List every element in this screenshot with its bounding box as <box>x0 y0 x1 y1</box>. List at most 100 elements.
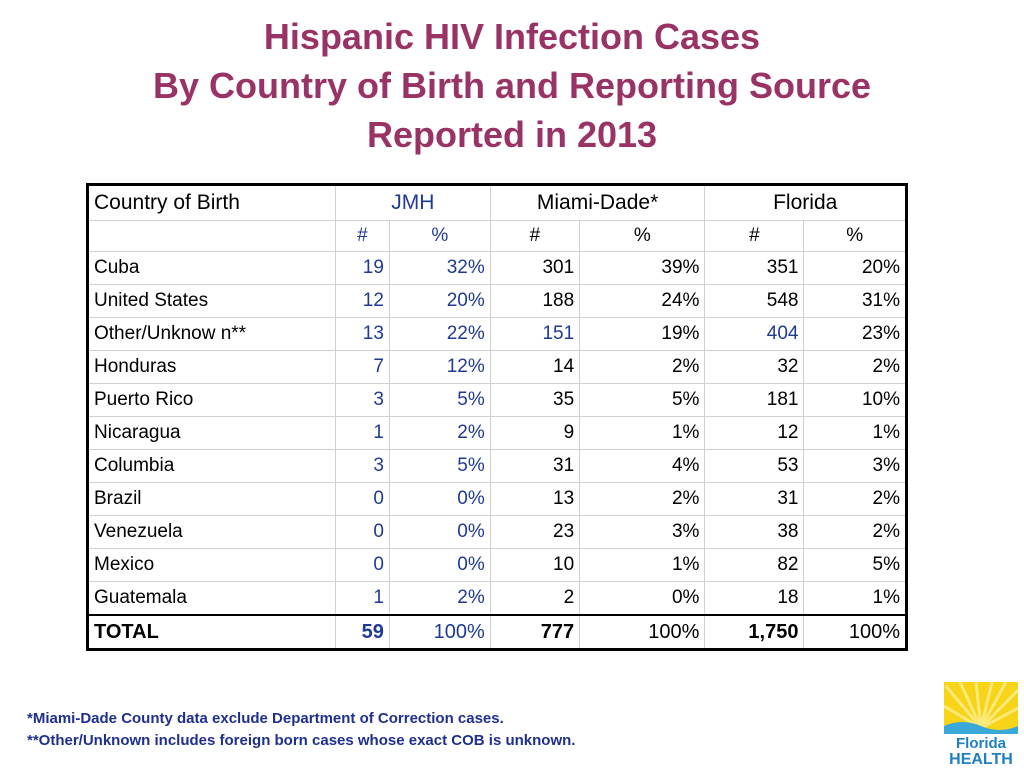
florida-count-cell: 181 <box>704 383 805 417</box>
footnotes: *Miami-Dade County data exclude Departme… <box>27 708 575 752</box>
miami-dade-percent-cell: 1% <box>579 416 706 450</box>
subheader-blank <box>87 220 336 252</box>
header-miami-dade: Miami-Dade* <box>489 184 706 221</box>
florida-percent-cell: 31% <box>803 284 907 318</box>
title-line-2: By Country of Birth and Reporting Source <box>152 65 871 106</box>
jmh-count-cell: 3 <box>335 449 390 483</box>
total-florida-count: 1,750 <box>704 614 805 650</box>
table-row: Guatemala 1 2% 2 0% 18 1% <box>87 581 907 616</box>
header-florida: Florida <box>704 184 907 221</box>
jmh-count-cell: 0 <box>335 482 390 516</box>
jmh-percent-cell: 5% <box>388 449 491 483</box>
florida-health-logo: Florida HEALTH <box>943 681 1020 768</box>
miami-dade-count-cell: 188 <box>489 284 581 318</box>
florida-percent-cell: 2% <box>803 350 907 384</box>
florida-count-cell: 351 <box>704 251 805 285</box>
subheader-jmh-count: # <box>335 220 390 252</box>
jmh-percent-cell: 12% <box>388 350 491 384</box>
total-jmh-percent: 100% <box>388 614 491 650</box>
florida-percent-cell: 2% <box>803 482 907 516</box>
jmh-count-cell: 3 <box>335 383 390 417</box>
miami-dade-percent-cell: 4% <box>579 449 706 483</box>
footnote-1: *Miami-Dade County data exclude Departme… <box>27 710 504 727</box>
miami-dade-percent-cell: 39% <box>579 251 706 285</box>
slide-title: Hispanic HIV Infection Cases By Country … <box>0 12 1024 159</box>
miami-dade-count-cell: 35 <box>489 383 581 417</box>
jmh-count-cell: 0 <box>335 515 390 549</box>
country-cell: Venezuela <box>87 515 336 549</box>
total-label: TOTAL <box>87 614 336 650</box>
table-row: Puerto Rico 3 5% 35 5% 181 10% <box>87 383 907 417</box>
country-cell: Other/Unknow n** <box>87 317 336 351</box>
miami-dade-percent-cell: 3% <box>579 515 706 549</box>
jmh-count-cell: 0 <box>335 548 390 582</box>
header-country: Country of Birth <box>87 184 336 221</box>
florida-count-cell: 548 <box>704 284 805 318</box>
florida-percent-cell: 23% <box>803 317 907 351</box>
miami-dade-percent-cell: 19% <box>579 317 706 351</box>
miami-dade-count-cell: 9 <box>489 416 581 450</box>
table-row: Nicaragua 1 2% 9 1% 12 1% <box>87 416 907 450</box>
title-line-3: Reported in 2013 <box>366 114 658 155</box>
table-row: Other/Unknow n** 13 22% 151 19% 404 23% <box>87 317 907 351</box>
table-row: Cuba 19 32% 301 39% 351 20% <box>87 251 907 285</box>
total-jmh-count: 59 <box>335 614 390 650</box>
florida-percent-cell: 20% <box>803 251 907 285</box>
miami-dade-count-cell: 2 <box>489 581 581 616</box>
miami-dade-percent-cell: 2% <box>579 482 706 516</box>
table-subheader-row: # % # % # % <box>87 220 907 252</box>
country-cell: Brazil <box>87 482 336 516</box>
country-cell: United States <box>87 284 336 318</box>
table-row: Venezuela 0 0% 23 3% 38 2% <box>87 515 907 549</box>
country-cell: Columbia <box>87 449 336 483</box>
miami-dade-percent-cell: 24% <box>579 284 706 318</box>
jmh-percent-cell: 0% <box>388 482 491 516</box>
florida-count-cell: 18 <box>704 581 805 616</box>
total-miami-dade-percent: 100% <box>579 614 706 650</box>
table-row: Honduras 7 12% 14 2% 32 2% <box>87 350 907 384</box>
miami-dade-count-cell: 10 <box>489 548 581 582</box>
miami-dade-percent-cell: 1% <box>579 548 706 582</box>
table-header-row: Country of Birth JMH Miami-Dade* Florida <box>87 184 907 221</box>
jmh-percent-cell: 0% <box>388 515 491 549</box>
miami-dade-count-cell: 31 <box>489 449 581 483</box>
florida-percent-cell: 10% <box>803 383 907 417</box>
total-florida-percent: 100% <box>803 614 907 650</box>
footnote-2: **Other/Unknown includes foreign born ca… <box>27 732 576 749</box>
florida-count-cell: 404 <box>704 317 805 351</box>
country-cell: Honduras <box>87 350 336 384</box>
miami-dade-count-cell: 151 <box>489 317 581 351</box>
florida-count-cell: 38 <box>704 515 805 549</box>
florida-count-cell: 31 <box>704 482 805 516</box>
total-miami-dade-count: 777 <box>489 614 581 650</box>
table-row: United States 12 20% 188 24% 548 31% <box>87 284 907 318</box>
florida-percent-cell: 1% <box>803 581 907 616</box>
table-row: Mexico 0 0% 10 1% 82 5% <box>87 548 907 582</box>
country-cell: Cuba <box>87 251 336 285</box>
miami-dade-count-cell: 14 <box>489 350 581 384</box>
header-jmh: JMH <box>335 184 491 221</box>
title-line-1: Hispanic HIV Infection Cases <box>263 16 761 57</box>
country-cell: Guatemala <box>87 581 336 616</box>
jmh-percent-cell: 5% <box>388 383 491 417</box>
jmh-percent-cell: 20% <box>388 284 491 318</box>
florida-percent-cell: 2% <box>803 515 907 549</box>
jmh-count-cell: 12 <box>335 284 390 318</box>
jmh-percent-cell: 0% <box>388 548 491 582</box>
florida-count-cell: 82 <box>704 548 805 582</box>
jmh-count-cell: 1 <box>335 416 390 450</box>
subheader-md-count: # <box>489 220 581 252</box>
jmh-percent-cell: 2% <box>388 416 491 450</box>
miami-dade-count-cell: 13 <box>489 482 581 516</box>
miami-dade-percent-cell: 0% <box>579 581 706 616</box>
subheader-fl-percent: % <box>803 220 907 252</box>
jmh-count-cell: 19 <box>335 251 390 285</box>
miami-dade-percent-cell: 2% <box>579 350 706 384</box>
country-cell: Nicaragua <box>87 416 336 450</box>
country-cell: Puerto Rico <box>87 383 336 417</box>
logo-word-2: HEALTH <box>949 751 1013 766</box>
jmh-count-cell: 7 <box>335 350 390 384</box>
subheader-md-percent: % <box>579 220 706 252</box>
jmh-percent-cell: 32% <box>388 251 491 285</box>
florida-count-cell: 12 <box>704 416 805 450</box>
